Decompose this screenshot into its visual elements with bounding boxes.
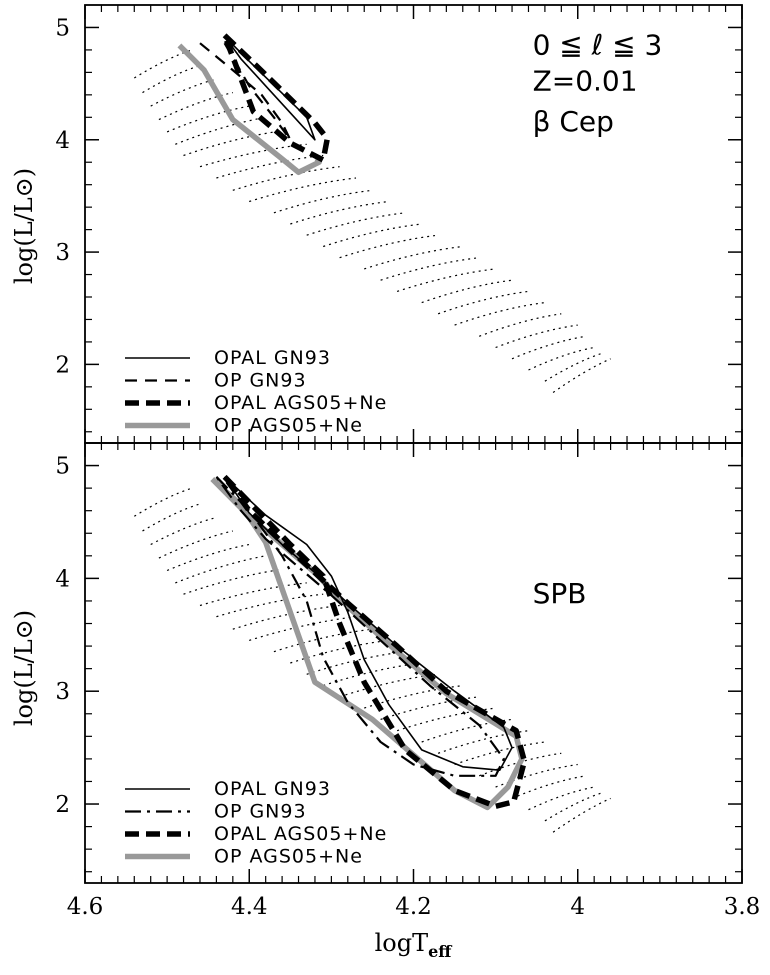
y-tick-label: 3: [55, 679, 70, 705]
track-line: [183, 130, 283, 157]
track-line: [495, 324, 578, 349]
y-tick-label: 3: [55, 240, 70, 266]
track-line: [133, 49, 192, 79]
top-evolutionary-tracks: [133, 49, 611, 393]
legend-label: OP GN93: [214, 801, 307, 823]
bottom-y-axis-label: log(L/L⊙): [10, 610, 38, 726]
track-line: [544, 792, 603, 822]
track-line: [183, 568, 283, 595]
track-line: [421, 279, 513, 304]
track-line: [216, 593, 324, 618]
track-line: [175, 116, 266, 145]
track-line: [437, 730, 529, 754]
track-line: [199, 582, 307, 607]
panel-annotation: SPB: [533, 577, 587, 610]
y-tick-label: 5: [55, 15, 70, 41]
track-line: [544, 352, 603, 382]
track-line: [158, 92, 233, 121]
bottom-instability-strips: [210, 474, 528, 811]
track-line: [273, 628, 373, 653]
legend-label: OPAL GN93: [214, 347, 331, 369]
track-line: [552, 797, 611, 833]
series-opal-gn93: [223, 35, 316, 141]
track-line: [396, 707, 496, 732]
track-line: [511, 335, 587, 360]
track-line: [396, 268, 496, 292]
x-tick-label: 4.6: [67, 894, 104, 920]
track-line: [339, 673, 439, 698]
y-tick-label: 2: [55, 352, 70, 378]
top-panel-frame: [84, 4, 743, 444]
track-line: [511, 775, 587, 799]
track-line: [364, 685, 463, 709]
track-line: [380, 696, 480, 720]
series-opal-ags05-ne: [222, 33, 331, 163]
track-line: [290, 639, 389, 664]
y-tick-label: 4: [55, 128, 70, 154]
panel-annotations: 0 ≦ ℓ ≦ 3Z=0.01 β Cep SPB: [533, 28, 663, 610]
track-line: [166, 105, 250, 133]
track-line: [380, 257, 480, 281]
tick-labels: 2 3 4 5 2 3 4 5 4.6 4.4 4.2 4 3.8: [55, 15, 760, 920]
x-tick-label: 3.8: [724, 894, 761, 920]
track-line: [232, 604, 340, 630]
track-line: [437, 290, 529, 315]
x-axis-label: logTeff: [375, 929, 453, 961]
track-line: [528, 786, 595, 811]
x-tick-label: 4.4: [231, 894, 268, 920]
track-line: [232, 166, 340, 191]
track-line: [199, 143, 307, 168]
track-line: [552, 358, 611, 393]
track-line: [166, 543, 250, 572]
track-line: [142, 65, 201, 94]
legend-label: OPAL GN93: [214, 778, 331, 800]
panel-annotation: Z=0.01: [533, 64, 638, 97]
track-line: [364, 245, 463, 270]
x-tick-label: 4.2: [395, 894, 432, 920]
y-tick-label: 4: [55, 566, 70, 592]
track-line: [528, 346, 595, 371]
series-op-ags05-ne: [177, 43, 322, 176]
series-op-gn93: [215, 476, 505, 777]
track-line: [133, 487, 192, 517]
series-op-gn93: [199, 42, 292, 141]
track-line: [158, 530, 233, 559]
x-axis-label-main: logT: [375, 929, 429, 957]
legend-label: OP AGS05+Ne: [214, 415, 363, 437]
x-tick-label: 4: [570, 894, 585, 920]
track-line: [273, 189, 373, 214]
top-instability-strips: [177, 33, 331, 176]
panel-annotation: 0 ≦ ℓ ≦ 3: [533, 28, 663, 61]
track-line: [323, 223, 422, 248]
legend-label: OP AGS05+Ne: [214, 846, 363, 868]
legend-label: OPAL AGS05+Ne: [214, 392, 387, 414]
track-line: [142, 503, 201, 532]
panel-annotation: β Cep: [533, 105, 614, 138]
y-tick-label: 5: [55, 454, 70, 480]
track-line: [339, 234, 439, 259]
track-line: [249, 616, 357, 641]
x-axis-label-sub: eff: [428, 942, 452, 961]
track-line: [216, 154, 324, 179]
track-line: [306, 212, 406, 236]
top-y-axis-label: log(L/L⊙): [10, 168, 38, 284]
y-tick-label: 2: [55, 792, 70, 818]
legend-label: OP GN93: [214, 370, 307, 392]
series-opal-gn93: [223, 476, 513, 772]
legend-label: OPAL AGS05+Ne: [214, 823, 387, 845]
track-line: [478, 313, 562, 337]
track-line: [290, 200, 389, 225]
bottom-evolutionary-tracks: [133, 487, 611, 833]
track-line: [175, 555, 266, 584]
track-line: [150, 516, 217, 546]
track-line: [454, 302, 545, 326]
axis-ticks: [84, 5, 743, 883]
track-line: [454, 741, 545, 766]
track-line: [249, 177, 357, 203]
track-line: [150, 78, 217, 107]
